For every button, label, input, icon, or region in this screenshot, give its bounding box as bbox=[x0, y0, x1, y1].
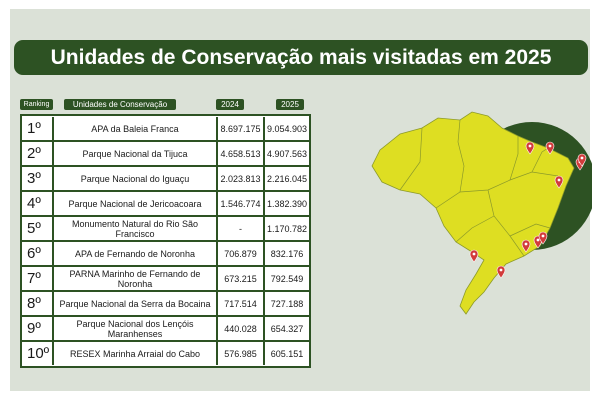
page-title: Unidades de Conservação mais visitadas e… bbox=[14, 40, 588, 75]
header-2025: 2025 bbox=[276, 99, 304, 110]
table-row: 4º Parque Nacional de Jericoacoara 1.546.7… bbox=[22, 191, 309, 217]
visits-2025-cell: 605.151 bbox=[265, 342, 309, 365]
visits-2025-cell: 1.382.390 bbox=[265, 192, 309, 215]
unit-name-cell: RESEX Marinha Arraial do Cabo bbox=[54, 342, 218, 365]
map-pin-icon bbox=[496, 265, 506, 279]
visits-2025-cell: 2.216.045 bbox=[265, 167, 309, 190]
unit-name-cell: APA da Baleia Franca bbox=[54, 117, 218, 140]
table-row: 7º PARNA Marinho de Fernando de Noronha 67… bbox=[22, 266, 309, 292]
visits-2025-cell: 832.176 bbox=[265, 242, 309, 265]
rank-cell: 8º bbox=[22, 292, 54, 315]
visits-2025-cell: 792.549 bbox=[265, 267, 309, 290]
map-pin-icon bbox=[545, 141, 555, 155]
ranking-table: 1º APA da Baleia Franca 8.697.175 9.054.903… bbox=[20, 114, 311, 368]
visits-2024-cell: 1.546.774 bbox=[218, 192, 265, 215]
map-pin-icon bbox=[469, 249, 479, 263]
table-row: 10º RESEX Marinha Arraial do Cabo 576.985 6… bbox=[22, 341, 309, 366]
visits-2024-cell: 717.514 bbox=[218, 292, 265, 315]
table-row: 3º Parque Nacional do Iguaçu 2.023.813 2.21… bbox=[22, 166, 309, 192]
unit-name-cell: Parque Nacional dos Lençóis Maranhenses bbox=[54, 317, 218, 340]
unit-name-cell: Parque Nacional do Iguaçu bbox=[54, 167, 218, 190]
visits-2024-cell: 673.215 bbox=[218, 267, 265, 290]
table-row: 5º Monumento Natural do Rio São Francisco… bbox=[22, 216, 309, 242]
map-pin-dot bbox=[541, 234, 545, 238]
table-row: 9º Parque Nacional dos Lençóis Maranhense… bbox=[22, 316, 309, 342]
rank-cell: 3º bbox=[22, 167, 54, 190]
map-pin-dot bbox=[524, 242, 528, 246]
visits-2024-cell: 440.028 bbox=[218, 317, 265, 340]
rank-cell: 10º bbox=[22, 342, 54, 365]
visits-2025-cell: 727.188 bbox=[265, 292, 309, 315]
header-ranking: Ranking bbox=[20, 99, 53, 110]
map-pin-dot bbox=[548, 144, 552, 148]
map-state-borders bbox=[399, 119, 559, 257]
rank-cell: 9º bbox=[22, 317, 54, 340]
table-row: 8º Parque Nacional da Serra da Bocaina 717… bbox=[22, 291, 309, 317]
header-2024: 2024 bbox=[216, 99, 244, 110]
visits-2024-cell: 576.985 bbox=[218, 342, 265, 365]
visits-2025-cell: 654.327 bbox=[265, 317, 309, 340]
row-divider bbox=[22, 140, 309, 142]
rank-cell: 5º bbox=[22, 217, 54, 240]
table-row: 2º Parque Nacional da Tijuca 4.658.513 4.90… bbox=[22, 141, 309, 167]
map-pin-icon bbox=[525, 141, 535, 155]
visits-2024-cell: 2.023.813 bbox=[218, 167, 265, 190]
brazil-map bbox=[371, 111, 592, 315]
rank-cell: 6º bbox=[22, 242, 54, 265]
unit-name-cell: Parque Nacional da Tijuca bbox=[54, 142, 218, 165]
map-pin-dot bbox=[536, 238, 540, 242]
row-divider bbox=[22, 290, 309, 292]
unit-name-cell: Parque Nacional de Jericoacoara bbox=[54, 192, 218, 215]
visits-2025-cell: 4.907.563 bbox=[265, 142, 309, 165]
unit-name-cell: Parque Nacional da Serra da Bocaina bbox=[54, 292, 218, 315]
unit-name-cell: Monumento Natural do Rio São Francisco bbox=[54, 217, 218, 240]
map-pin-dot bbox=[580, 156, 584, 160]
header-unidade: Unidades de Conservação bbox=[64, 99, 176, 110]
row-divider bbox=[22, 340, 309, 342]
rank-cell: 7º bbox=[22, 267, 54, 290]
rank-cell: 2º bbox=[22, 142, 54, 165]
map-pin-icon bbox=[521, 239, 531, 253]
unit-name-cell: APA de Fernando de Noronha bbox=[54, 242, 218, 265]
map-pin-icon bbox=[577, 153, 587, 167]
row-divider bbox=[22, 315, 309, 317]
map-pin-dot bbox=[557, 178, 561, 182]
visits-2024-cell: - bbox=[218, 217, 265, 240]
row-divider bbox=[22, 265, 309, 267]
row-divider bbox=[22, 190, 309, 192]
map-pins bbox=[469, 141, 587, 279]
table-row: 1º APA da Baleia Franca 8.697.175 9.054.903 bbox=[22, 116, 309, 142]
row-divider bbox=[22, 215, 309, 217]
row-divider bbox=[22, 240, 309, 242]
row-divider bbox=[22, 165, 309, 167]
map-pin-dot bbox=[472, 252, 476, 256]
map-pin-icon bbox=[554, 175, 564, 189]
visits-2024-cell: 4.658.513 bbox=[218, 142, 265, 165]
visits-2025-cell: 9.054.903 bbox=[265, 117, 309, 140]
visits-2024-cell: 8.697.175 bbox=[218, 117, 265, 140]
rank-cell: 1º bbox=[22, 117, 54, 140]
unit-name-cell: PARNA Marinho de Fernando de Noronha bbox=[54, 267, 218, 290]
table-row: 6º APA de Fernando de Noronha 706.879 832.1… bbox=[22, 241, 309, 267]
visits-2025-cell: 1.170.782 bbox=[265, 217, 309, 240]
visits-2024-cell: 706.879 bbox=[218, 242, 265, 265]
map-pin-icon bbox=[538, 231, 548, 245]
map-pin-dot bbox=[499, 268, 503, 272]
rank-cell: 4º bbox=[22, 192, 54, 215]
map-pin-dot bbox=[528, 144, 532, 148]
